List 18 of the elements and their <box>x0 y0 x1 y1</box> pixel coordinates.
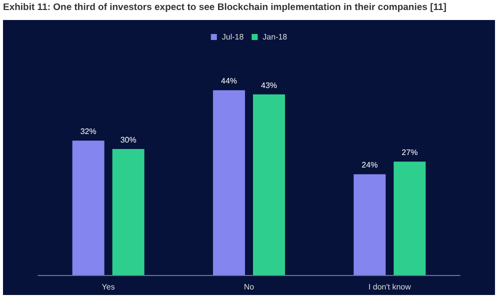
bar <box>213 90 245 275</box>
chart-title: Exhibit 11: One third of investors expect to see Blockchain implementation in their companies [11] <box>3 2 448 13</box>
data-label: 30% <box>120 136 136 144</box>
x-tick-label: No <box>244 282 255 292</box>
bar <box>72 140 104 275</box>
bar <box>394 162 426 275</box>
bar <box>112 149 144 275</box>
data-label: 32% <box>80 127 96 136</box>
legend-label: Jul-18 <box>222 32 244 42</box>
data-label: 43% <box>260 80 278 90</box>
data-label: 24% <box>362 160 378 170</box>
data-label: 44% <box>220 76 238 86</box>
bar <box>354 174 386 275</box>
x-tick-label: Yes <box>102 282 115 292</box>
x-tick-label: I don't know <box>368 282 412 292</box>
legend-label: Jan-18 <box>262 32 288 42</box>
data-label: 27% <box>402 148 418 158</box>
bar <box>253 94 285 275</box>
